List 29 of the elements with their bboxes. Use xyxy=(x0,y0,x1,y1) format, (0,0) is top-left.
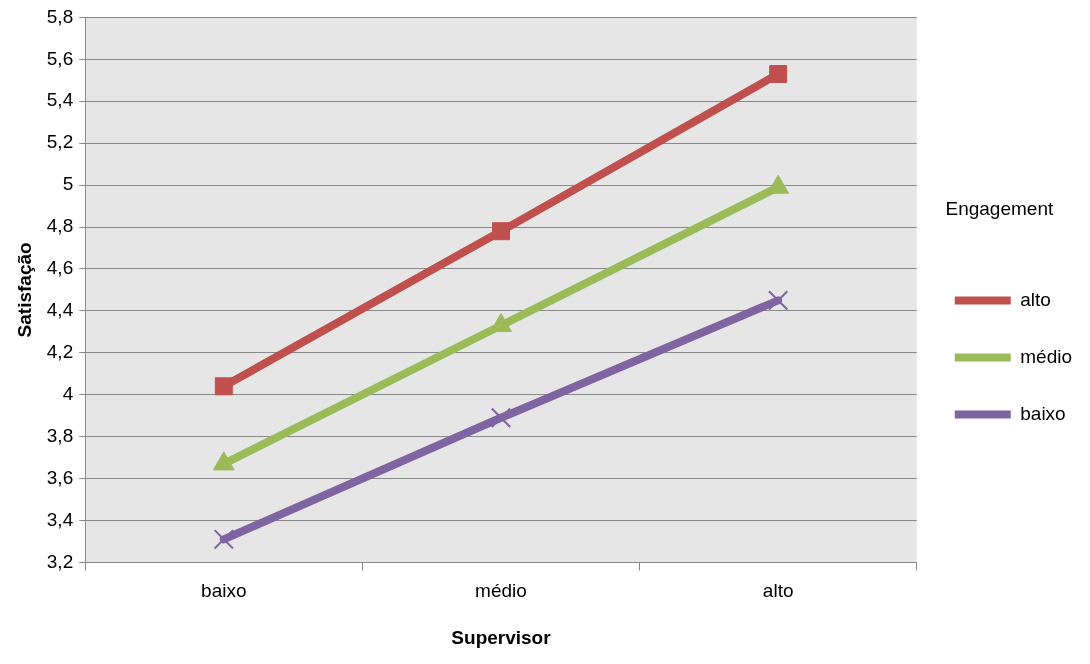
legend-title: Engagement xyxy=(945,197,1054,219)
x-tick-label: médio xyxy=(475,580,527,602)
y-tick-label: 3,2 xyxy=(46,550,74,572)
y-tick-label: 5,2 xyxy=(46,131,74,153)
y-tick-label: 5,8 xyxy=(46,5,74,27)
legend-label: médio xyxy=(1020,345,1072,367)
point xyxy=(214,377,233,396)
point xyxy=(490,407,512,428)
y-tick-label: 3,6 xyxy=(46,466,74,488)
x-tick-label: baixo xyxy=(201,580,247,602)
y-tick-label: 3,8 xyxy=(46,424,74,446)
y-tick-label: 4,8 xyxy=(46,215,74,237)
y-tick-label: 4,6 xyxy=(46,257,74,279)
y-tick-label: 5 xyxy=(62,173,74,195)
y-tick-label: 5,4 xyxy=(46,89,74,111)
point xyxy=(767,290,789,311)
y-tick-label: 3,4 xyxy=(46,508,74,530)
legend-label: baixo xyxy=(1020,402,1066,424)
y-tick-label: 4,2 xyxy=(46,341,74,363)
point xyxy=(492,222,510,241)
y-tick-label: 5,6 xyxy=(46,47,74,69)
x-tick-label: alto xyxy=(762,580,794,602)
point xyxy=(769,65,788,83)
y-tick-label: 4,4 xyxy=(46,299,74,321)
legend-label: alto xyxy=(1020,288,1051,310)
y-axis-title: Satisfação xyxy=(13,242,35,338)
point xyxy=(213,529,234,550)
x-axis-title: Supervisor xyxy=(451,626,552,648)
y-tick-label: 4 xyxy=(62,382,74,404)
